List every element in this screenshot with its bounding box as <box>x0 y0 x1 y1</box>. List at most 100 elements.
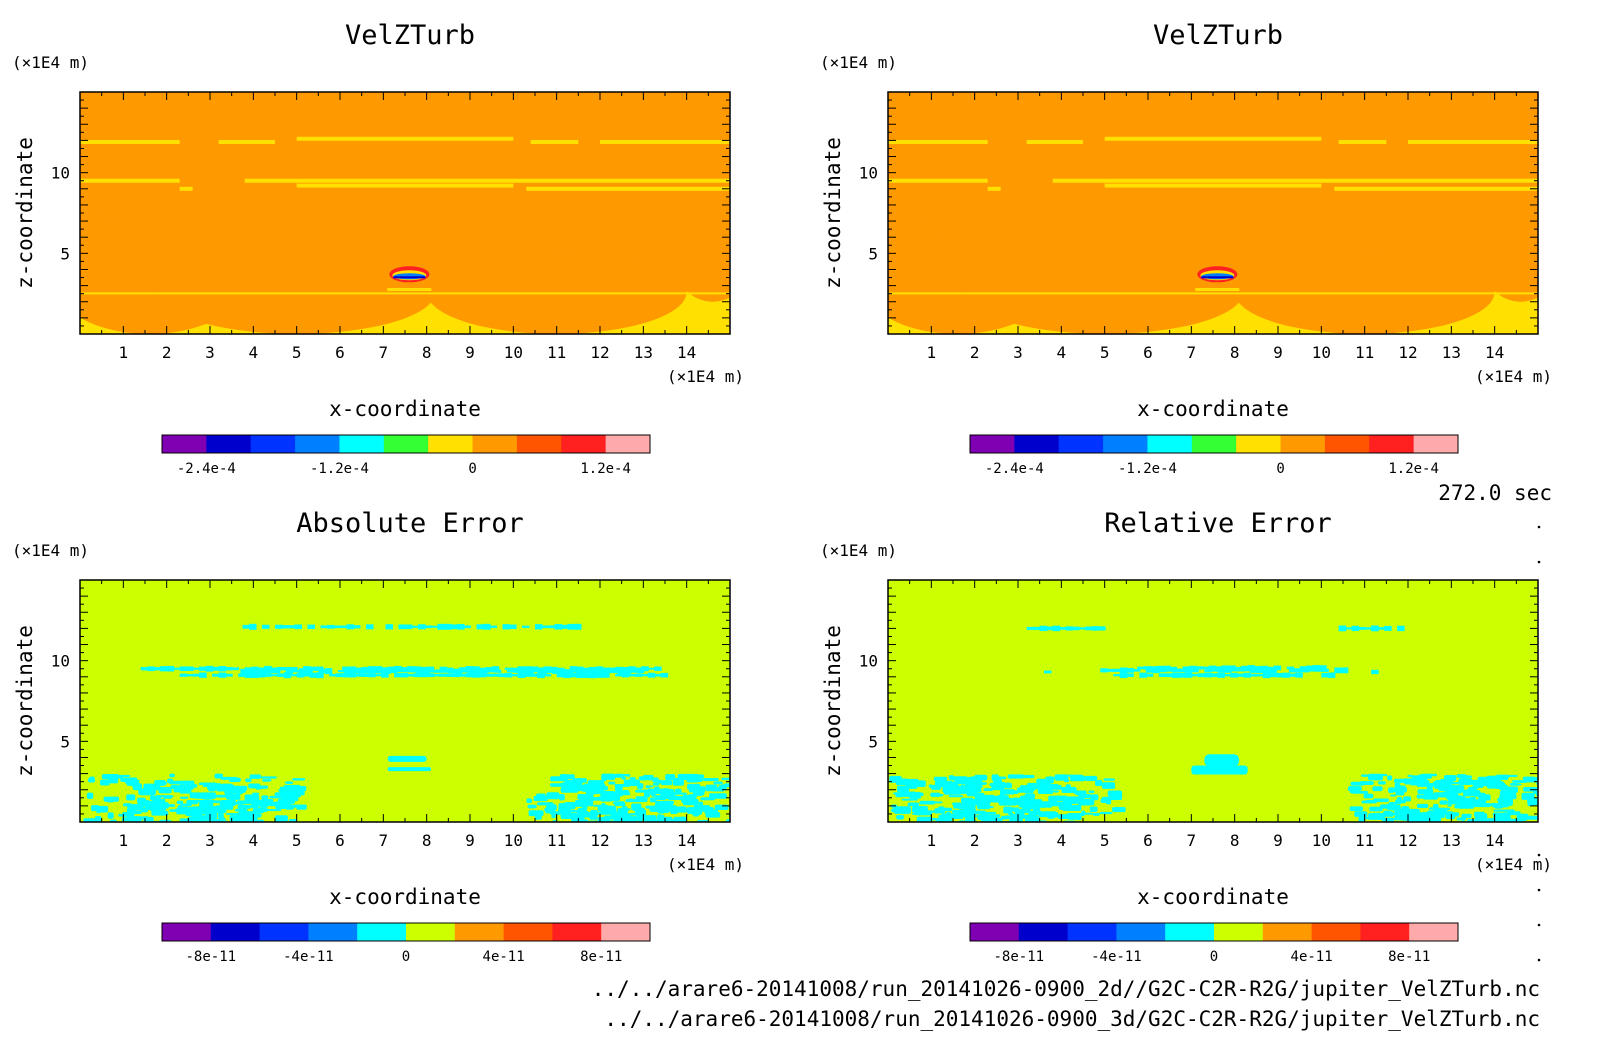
noise-blob <box>1523 815 1538 820</box>
noise-blob <box>252 792 260 795</box>
noise-blob <box>214 773 223 779</box>
upper-band <box>80 140 180 145</box>
colorbar-frame <box>969 922 1459 942</box>
x-tick-label: 13 <box>1442 343 1461 362</box>
noise-blob <box>1495 782 1506 789</box>
error-band <box>459 673 467 677</box>
x-tick-label: 2 <box>162 343 172 362</box>
x-tick-label: 10 <box>1312 831 1331 850</box>
noise-blob <box>665 808 677 812</box>
error-band <box>270 674 279 677</box>
noise-blob <box>1058 805 1066 810</box>
noise-blob <box>100 779 110 786</box>
noise-blob <box>285 781 293 785</box>
error-band <box>199 672 207 678</box>
noise-blob <box>1512 780 1528 783</box>
error-band <box>1100 668 1108 673</box>
error-band <box>439 666 448 671</box>
noise-blob <box>170 785 179 790</box>
noise-blob <box>169 780 184 785</box>
error-band <box>173 667 181 670</box>
error-band <box>1273 665 1282 671</box>
error-band <box>441 669 450 673</box>
error-band <box>589 672 597 679</box>
error-band <box>402 670 411 673</box>
x-tick-label: 3 <box>1013 831 1023 850</box>
error-band <box>647 667 656 670</box>
error-band <box>327 624 335 629</box>
error-band <box>465 673 474 678</box>
colorbar-swatch <box>1191 435 1237 453</box>
colorbar-swatch <box>1409 923 1459 941</box>
plot-field <box>80 92 730 334</box>
noise-blob <box>896 815 905 820</box>
noise-blob <box>1361 800 1377 804</box>
noise-blob <box>1433 785 1439 789</box>
noise-blob <box>546 792 560 800</box>
error-band <box>1152 667 1160 674</box>
x-tick-label: 14 <box>1485 343 1504 362</box>
noise-blob <box>1061 790 1074 793</box>
noise-blob <box>1393 817 1406 821</box>
error-band <box>621 673 630 678</box>
noise-blob <box>1457 796 1466 803</box>
lower-layer-edge <box>80 292 730 295</box>
error-band <box>1169 666 1178 670</box>
noise-blob <box>129 811 134 815</box>
noise-blob <box>219 802 235 806</box>
noise-blob <box>663 789 674 796</box>
colorbar-swatch <box>1214 923 1264 941</box>
noise-blob <box>983 813 988 820</box>
noise-blob <box>196 813 203 818</box>
error-band <box>1288 668 1297 673</box>
error-band <box>1178 672 1186 678</box>
error-band <box>1384 625 1392 631</box>
noise-blob <box>592 783 606 788</box>
error-band <box>1072 626 1080 631</box>
noise-blob <box>1103 778 1115 781</box>
noise-blob <box>1107 790 1123 797</box>
time-label: 272.0 sec <box>1438 481 1552 505</box>
error-band <box>1254 666 1262 670</box>
noise-blob <box>960 797 974 804</box>
noise-blob <box>1499 793 1517 800</box>
error-band <box>1260 665 1269 671</box>
error-band <box>1275 672 1284 678</box>
noise-blob <box>1499 790 1517 795</box>
noise-blob <box>205 800 221 803</box>
error-band <box>1351 625 1360 632</box>
noise-blob <box>909 782 922 785</box>
error-band <box>316 672 324 679</box>
noise-blob <box>929 801 943 804</box>
x-tick-label: 1 <box>927 343 937 362</box>
error-band <box>1340 667 1349 674</box>
noise-blob <box>692 791 705 796</box>
error-band <box>452 673 461 678</box>
error-band <box>558 668 567 674</box>
noise-blob <box>1407 774 1413 778</box>
noise-blob <box>991 774 999 781</box>
error-band <box>519 668 528 674</box>
noise-blob <box>901 798 918 801</box>
error-band <box>264 665 272 672</box>
noise-blob <box>1456 817 1467 821</box>
error-band <box>537 672 545 679</box>
x-axis-label: x-coordinate <box>329 885 481 909</box>
x-tick-label: 1 <box>119 831 129 850</box>
noise-blob <box>673 792 688 795</box>
error-band <box>355 673 363 677</box>
error-band <box>636 669 645 674</box>
noise-blob <box>1007 774 1024 779</box>
noise-blob <box>1521 797 1530 800</box>
noise-blob <box>894 808 911 814</box>
error-band <box>1269 667 1277 674</box>
noise-blob <box>1090 794 1099 801</box>
noise-blob <box>1485 804 1492 807</box>
error-band <box>1241 665 1249 671</box>
noise-blob <box>1028 800 1036 804</box>
error-band <box>506 669 515 673</box>
colorbar-tick-label: 0 <box>1210 949 1218 965</box>
noise-blob <box>921 810 935 813</box>
noise-blob <box>1395 789 1405 796</box>
